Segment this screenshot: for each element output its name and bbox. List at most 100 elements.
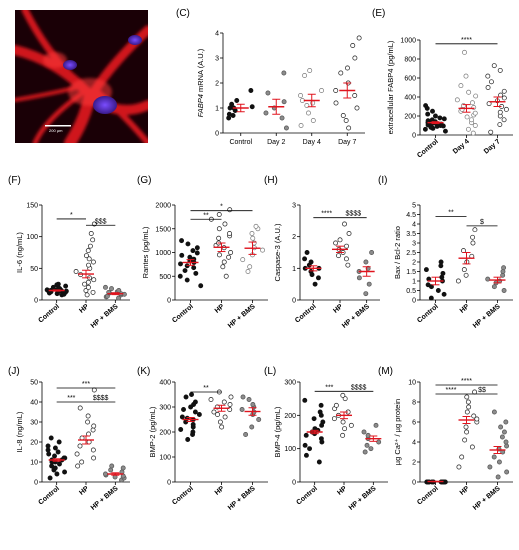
data-point bbox=[52, 465, 58, 471]
data-point bbox=[179, 238, 185, 244]
data-point bbox=[108, 467, 114, 473]
y-tick-label: 0 bbox=[292, 298, 296, 305]
data-point bbox=[470, 130, 476, 136]
data-point bbox=[281, 99, 287, 105]
data-point bbox=[319, 88, 324, 93]
x-tick-label: HP + BMS bbox=[90, 303, 120, 330]
data-point bbox=[216, 226, 222, 232]
data-point bbox=[223, 273, 229, 279]
x-tick-label: HP bbox=[214, 303, 226, 315]
micrograph-image bbox=[15, 10, 148, 143]
data-point bbox=[336, 253, 341, 259]
data-point bbox=[464, 429, 470, 435]
significance-label: ** bbox=[448, 209, 454, 216]
data-point bbox=[85, 279, 91, 285]
data-point bbox=[243, 432, 249, 437]
data-point bbox=[340, 419, 346, 425]
data-point bbox=[471, 413, 477, 419]
data-point bbox=[48, 435, 54, 441]
data-point bbox=[501, 117, 507, 123]
data-point bbox=[82, 281, 88, 287]
data-point bbox=[340, 432, 346, 438]
data-point bbox=[220, 264, 226, 270]
data-point bbox=[363, 259, 369, 265]
data-point bbox=[497, 122, 503, 128]
data-point bbox=[250, 235, 256, 241]
data-point bbox=[438, 259, 444, 265]
data-point bbox=[215, 412, 220, 417]
data-point bbox=[194, 245, 200, 251]
data-point bbox=[44, 287, 50, 293]
data-point bbox=[62, 469, 68, 475]
data-point bbox=[86, 431, 92, 437]
data-point bbox=[442, 128, 448, 134]
data-point bbox=[440, 270, 446, 276]
y-tick-label: 200 bbox=[159, 430, 171, 437]
data-point bbox=[228, 250, 234, 255]
data-point bbox=[85, 248, 91, 254]
significance-label: $$$ bbox=[95, 218, 107, 225]
data-point bbox=[441, 291, 447, 297]
data-point bbox=[495, 474, 501, 480]
data-point bbox=[216, 235, 222, 241]
data-point bbox=[352, 93, 358, 98]
data-point bbox=[90, 237, 96, 243]
data-point bbox=[239, 407, 245, 412]
data-point bbox=[249, 231, 255, 236]
data-point bbox=[369, 250, 375, 255]
data-point bbox=[194, 250, 200, 256]
data-point bbox=[497, 67, 503, 73]
significance-label: $$$$ bbox=[93, 395, 109, 402]
data-point bbox=[85, 419, 91, 425]
y-tick-label: 1 bbox=[215, 106, 219, 113]
y-axis-label-italic: FABP4 bbox=[196, 94, 205, 117]
y-tick-label: 0 bbox=[215, 131, 219, 138]
y-axis-label: µg Ca²⁺ / µg protein bbox=[393, 399, 402, 465]
x-tick-label: HP bbox=[78, 485, 90, 497]
x-tick-label: Day 7 bbox=[483, 138, 502, 155]
significance-label: $ bbox=[480, 219, 484, 226]
data-point bbox=[366, 281, 372, 287]
y-tick-label: 10 bbox=[408, 380, 416, 387]
data-point bbox=[485, 85, 491, 90]
data-point bbox=[302, 73, 308, 78]
y-tick-label: 200 bbox=[404, 114, 416, 121]
data-point bbox=[55, 449, 61, 455]
x-tick-label: Day 7 bbox=[338, 139, 356, 146]
data-point bbox=[190, 248, 196, 254]
data-point bbox=[185, 437, 191, 442]
data-point bbox=[79, 459, 85, 465]
y-tick-label: 4 bbox=[215, 31, 219, 38]
data-point bbox=[219, 424, 225, 430]
data-point bbox=[318, 402, 324, 408]
data-point bbox=[84, 292, 90, 298]
data-point bbox=[240, 394, 246, 400]
data-point bbox=[222, 221, 228, 227]
data-point bbox=[316, 459, 322, 465]
data-point bbox=[221, 399, 227, 405]
data-point bbox=[338, 70, 344, 76]
panel-i: (I) 0 0.5 1 1.5 2 2.5 3 3.5 4 4.5 5 Bax / Bcl-2 rati… bbox=[378, 175, 513, 330]
y-tick-label: 0 bbox=[292, 480, 296, 487]
data-point bbox=[497, 109, 503, 115]
y-tick-label: 1 bbox=[292, 266, 296, 273]
data-point bbox=[303, 452, 309, 458]
data-point bbox=[441, 116, 447, 122]
panel-label: (E) bbox=[372, 8, 385, 19]
y-axis-label: BMP-2 (pg/mL) bbox=[148, 406, 157, 457]
x-tick-label: HP + BMS bbox=[472, 303, 502, 330]
data-point bbox=[46, 451, 52, 457]
data-point bbox=[348, 422, 354, 428]
x-tick-label: HP bbox=[214, 485, 226, 497]
data-point bbox=[462, 49, 467, 55]
data-point bbox=[307, 446, 313, 452]
panel-label: (C) bbox=[176, 8, 190, 19]
panel-l: (L) 0 100 200 300 BMP-4 (pg/mL) Control HP HP + … bbox=[264, 366, 388, 512]
panel-f: (F) 0 50 100 150 IL-6 (ng/mL) Control HP HP + BM… bbox=[8, 175, 130, 330]
y-axis-label: IL-6 (ng/mL) bbox=[15, 232, 24, 273]
data-point bbox=[56, 439, 62, 445]
data-point bbox=[466, 404, 472, 410]
data-point bbox=[308, 269, 314, 274]
y-tick-label: 0 bbox=[167, 480, 171, 487]
data-point bbox=[501, 288, 507, 293]
